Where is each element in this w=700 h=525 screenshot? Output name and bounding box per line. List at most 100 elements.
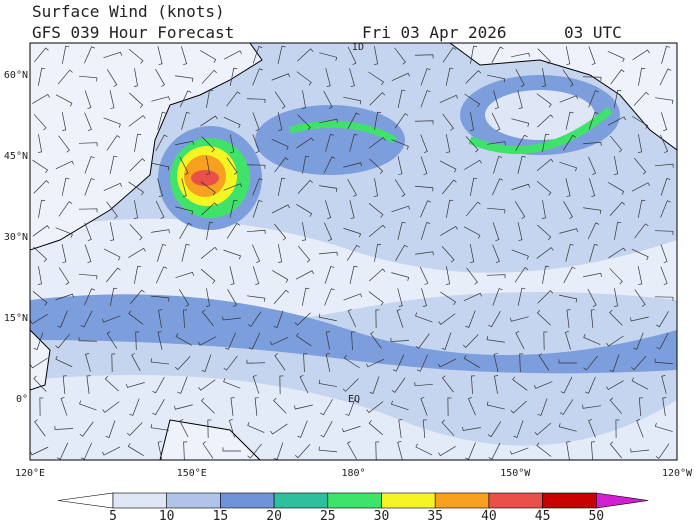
wind-barb bbox=[368, 203, 384, 218]
wind-barb bbox=[252, 68, 263, 86]
wind-barb bbox=[79, 421, 94, 437]
wind-barb bbox=[129, 92, 144, 108]
wind-barb bbox=[79, 400, 97, 411]
wind-barb bbox=[488, 311, 501, 328]
wind-barb bbox=[591, 441, 596, 460]
wind-barb bbox=[634, 223, 649, 239]
wind-barb bbox=[54, 425, 74, 430]
wind-barb bbox=[201, 309, 214, 327]
wind-barb bbox=[150, 358, 169, 365]
wind-barb bbox=[655, 443, 670, 459]
wind-barb bbox=[440, 291, 457, 306]
wind-barb bbox=[61, 244, 67, 263]
wind-barb bbox=[654, 422, 673, 432]
colorbar-high bbox=[596, 492, 649, 509]
wind-barb bbox=[536, 180, 552, 196]
wind-barb bbox=[151, 96, 170, 102]
wind-barb bbox=[323, 90, 333, 109]
wind-barb bbox=[32, 225, 50, 237]
wind-barb bbox=[347, 179, 357, 197]
wind-barb bbox=[659, 68, 672, 86]
wind-barb bbox=[349, 265, 358, 284]
colorbar-segment bbox=[434, 492, 490, 509]
wind-barb bbox=[296, 204, 313, 217]
wind-barb bbox=[103, 182, 123, 191]
wind-barb bbox=[562, 134, 577, 151]
wind-barb bbox=[207, 419, 212, 439]
wind-barb bbox=[414, 54, 434, 59]
forecast-date: Fri 03 Apr 2026 bbox=[362, 23, 507, 42]
wind-barb bbox=[33, 114, 47, 131]
wind-barb bbox=[565, 178, 571, 197]
wind-barb bbox=[61, 112, 67, 131]
wind-barb bbox=[606, 380, 624, 390]
wind-barb bbox=[206, 221, 214, 240]
lat-label: 30°N bbox=[4, 232, 28, 243]
wind-barb bbox=[104, 376, 119, 392]
wind-barb bbox=[613, 89, 622, 108]
wind-barb bbox=[80, 442, 92, 460]
wind-barb bbox=[566, 441, 571, 460]
wind-barb bbox=[493, 90, 499, 109]
wind-barb bbox=[175, 333, 192, 346]
wind-barb bbox=[106, 331, 118, 349]
wind-barb bbox=[441, 246, 455, 263]
wind-barb bbox=[223, 50, 242, 60]
wind-barb bbox=[150, 424, 169, 431]
calm-center bbox=[485, 90, 595, 140]
trade-wind-band bbox=[30, 294, 677, 374]
wind-barb bbox=[487, 74, 506, 83]
wind-barb bbox=[492, 288, 503, 306]
wind-barb bbox=[614, 221, 622, 240]
wind-barb bbox=[126, 422, 143, 436]
wind-barb bbox=[606, 335, 624, 347]
wind-barb bbox=[538, 353, 550, 371]
lon-label: 120°E bbox=[15, 468, 45, 479]
wind-barb bbox=[56, 442, 69, 460]
wind-barb bbox=[34, 47, 49, 63]
wind-barb bbox=[373, 178, 378, 197]
wind-barb bbox=[228, 419, 235, 438]
wind-barb bbox=[391, 205, 411, 213]
wind-barb bbox=[277, 112, 283, 131]
wind-barb bbox=[297, 179, 313, 194]
wind-barb bbox=[438, 313, 456, 325]
wind-barb bbox=[582, 404, 601, 409]
wind-barb bbox=[440, 225, 458, 236]
wind-barb bbox=[467, 396, 476, 416]
wind-barb bbox=[420, 90, 431, 108]
wind-barb bbox=[297, 114, 311, 131]
wind-barb bbox=[368, 137, 386, 149]
wind-barb bbox=[351, 331, 356, 351]
wind-barb bbox=[514, 267, 529, 283]
wind-barb bbox=[558, 359, 578, 364]
wind-barb bbox=[33, 180, 50, 194]
wind-barb bbox=[421, 288, 427, 307]
calm-band bbox=[30, 218, 677, 323]
wind-barb bbox=[349, 133, 358, 152]
subtitle: GFS 039 Hour Forecast bbox=[32, 23, 234, 42]
wind-barb bbox=[488, 442, 501, 460]
wind-barb bbox=[630, 448, 649, 453]
wind-barb bbox=[609, 201, 625, 216]
wind-barb bbox=[34, 419, 46, 437]
wind-barb bbox=[151, 162, 170, 171]
wind-barb bbox=[129, 224, 143, 241]
wind-barb bbox=[660, 200, 671, 218]
wind-barb bbox=[205, 156, 210, 175]
philippines bbox=[30, 329, 51, 391]
wind-barb bbox=[202, 441, 214, 459]
wind-barb bbox=[301, 90, 306, 109]
wind-barb bbox=[559, 294, 578, 303]
wind-barb bbox=[661, 45, 671, 64]
wind-barb bbox=[343, 162, 362, 168]
wind-barb bbox=[419, 266, 429, 285]
wind-barb bbox=[175, 140, 194, 146]
wind-barb bbox=[558, 423, 577, 432]
wind-barb bbox=[543, 331, 548, 351]
wind-barb bbox=[252, 200, 263, 218]
wind-barb bbox=[201, 69, 217, 84]
wind-barb bbox=[469, 112, 474, 131]
wind-barb bbox=[226, 91, 241, 107]
